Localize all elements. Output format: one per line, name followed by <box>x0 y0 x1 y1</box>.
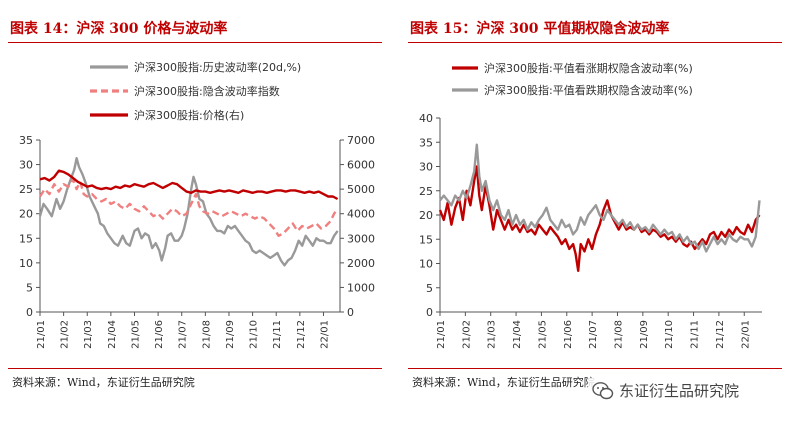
x-tick-label: 21/06 <box>563 320 574 349</box>
x-tick-label: 21/03 <box>487 320 498 349</box>
y-left-tick-label: 30 <box>19 159 33 172</box>
x-tick-label: 22/01 <box>319 320 330 349</box>
series-line-2 <box>38 178 339 237</box>
y-right-tick-label: 7000 <box>347 134 375 147</box>
y-left-tick-label: 25 <box>419 185 433 198</box>
legend-label-1: 沪深300股指:平值看涨期权隐含波动率(%) <box>484 61 693 75</box>
series-line-1 <box>38 157 339 267</box>
x-tick-label: 22/01 <box>740 320 751 349</box>
x-tick-label: 21/12 <box>296 320 307 349</box>
y-right-tick-label: 4000 <box>347 208 375 221</box>
x-tick-label: 21/05 <box>537 320 548 349</box>
watermark: 东证衍生品研究院 <box>588 378 744 403</box>
y-left-tick-label: 0 <box>26 306 33 319</box>
x-tick-label: 21/04 <box>512 320 523 349</box>
series-line-3 <box>39 169 339 201</box>
x-tick-label: 21/07 <box>178 320 189 349</box>
x-tick-label: 21/02 <box>461 320 472 349</box>
x-tick-label: 21/10 <box>664 320 675 349</box>
figure-14-bottom-rule <box>8 368 382 369</box>
figure-14-panel: 图表 14：沪深 300 价格与波动率 0 5 10 15 20 25 30 35 0 1000 2… <box>0 0 386 425</box>
figure-15-title: 图表 15：沪深 300 平值期权隐含波动率 <box>410 21 670 37</box>
series-line-1 <box>438 165 761 272</box>
x-tick-label: 21/09 <box>639 320 650 349</box>
legend-label-2: 沪深300股指:平值看跌期权隐含波动率(%) <box>484 83 693 97</box>
x-tick-label: 21/08 <box>201 320 212 349</box>
figure-14-source: 资料来源：Wind，东证衍生品研究院 <box>12 376 195 389</box>
y-right-tick-label: 0 <box>347 306 354 319</box>
y-left-tick-label: 5 <box>426 282 433 295</box>
y-left-tick-label: 15 <box>19 232 33 245</box>
figure-15-chart: 0 5 10 15 20 25 30 35 40 21/01 21/02 21/03 21/04 21/0… <box>419 61 762 349</box>
y-right-tick-label: 2000 <box>347 257 375 270</box>
figure-14-chart: 0 5 10 15 20 25 30 35 0 1000 2000 3000 4000 5000 6000 7… <box>19 60 375 349</box>
x-tick-label: 21/03 <box>83 320 94 349</box>
x-tick-label: 21/08 <box>613 320 624 349</box>
x-tick-label: 21/07 <box>588 320 599 349</box>
x-tick-label: 21/04 <box>107 320 118 349</box>
y-left-tick-label: 15 <box>419 233 433 246</box>
legend-label-3: 沪深300股指:价格(右) <box>134 108 244 122</box>
figure-15-top-rule <box>408 42 782 43</box>
wechat-icon <box>592 381 614 399</box>
y-left-tick-label: 35 <box>19 134 33 147</box>
y-left-tick-label: 0 <box>426 306 433 319</box>
y-left-tick-label: 40 <box>419 112 433 125</box>
y-left-tick-label: 25 <box>19 183 33 196</box>
x-tick-label: 21/06 <box>154 320 165 349</box>
figure-14-title: 图表 14：沪深 300 价格与波动率 <box>10 21 228 37</box>
x-tick-label: 21/11 <box>272 320 283 349</box>
y-left-tick-label: 10 <box>19 257 33 270</box>
watermark-text: 东证衍生品研究院 <box>619 382 740 400</box>
figure-15-bottom-rule <box>408 368 782 369</box>
x-tick-label: 21/09 <box>225 320 236 349</box>
y-left-tick-label: 35 <box>419 136 433 149</box>
y-left-tick-label: 20 <box>419 209 433 222</box>
figure-15-panel: 图表 15：沪深 300 平值期权隐含波动率 0 5 10 15 20 25 30 35 40 2… <box>400 0 786 425</box>
legend-label-1: 沪深300股指:历史波动率(20d,%) <box>134 60 301 74</box>
x-tick-label: 21/05 <box>130 320 141 349</box>
y-left-tick-label: 10 <box>419 258 433 271</box>
figure-14-top-rule <box>8 42 382 43</box>
legend-label-2: 沪深300股指:隐含波动率指数 <box>134 84 280 98</box>
series-line-2 <box>439 143 761 253</box>
x-tick-label: 21/02 <box>60 320 71 349</box>
y-right-tick-label: 5000 <box>347 183 375 196</box>
x-tick-label: 21/01 <box>436 320 447 349</box>
y-left-tick-label: 20 <box>19 208 33 221</box>
x-tick-label: 21/12 <box>715 320 726 349</box>
x-tick-label: 21/01 <box>36 320 47 349</box>
x-tick-label: 21/10 <box>249 320 260 349</box>
y-right-tick-label: 6000 <box>347 159 375 172</box>
y-left-tick-label: 5 <box>26 281 33 294</box>
y-left-tick-label: 30 <box>419 161 433 174</box>
figure-15-source: 资料来源：Wind，东证衍生品研究院 <box>412 376 595 389</box>
y-right-tick-label: 3000 <box>347 232 375 245</box>
x-tick-label: 21/11 <box>690 320 701 349</box>
y-right-tick-label: 1000 <box>347 281 375 294</box>
